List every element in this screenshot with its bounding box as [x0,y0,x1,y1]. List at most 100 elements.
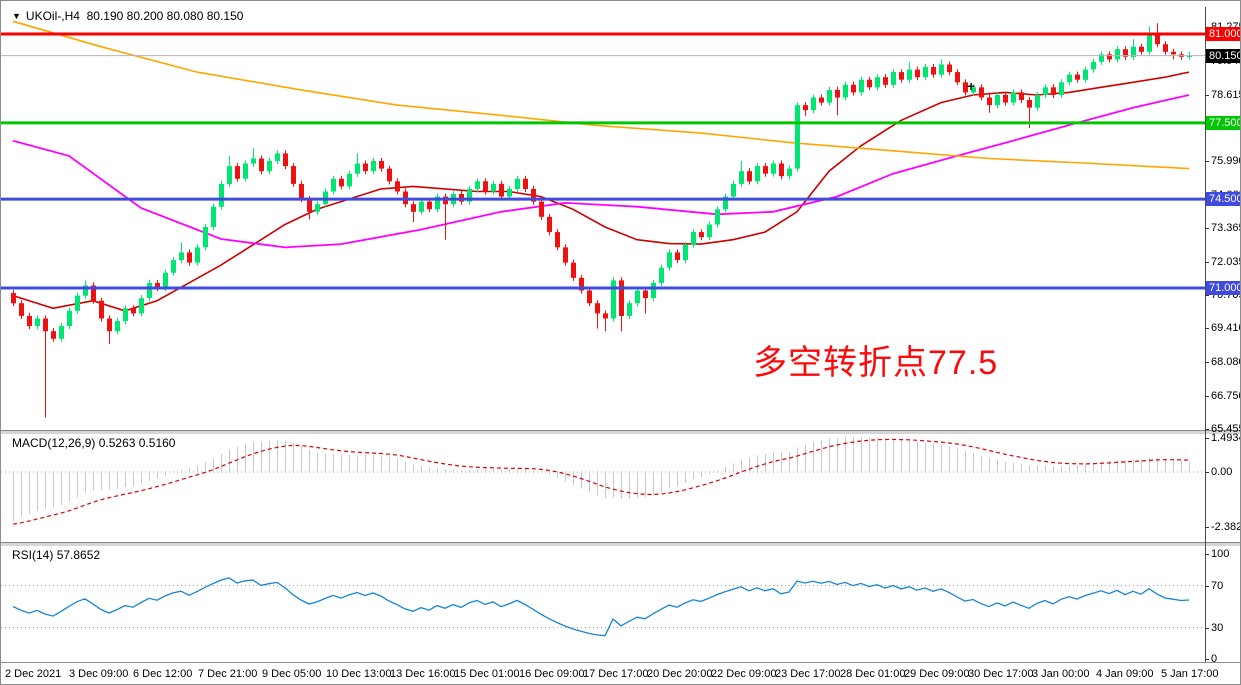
candle-body [339,178,344,187]
candle-body [1083,69,1088,80]
candle-body [123,308,128,321]
candle-body [675,252,680,260]
candle-body [811,97,816,111]
candle-body [875,77,880,88]
candle-body [507,188,512,197]
rsi-value: 57.8652 [56,548,101,562]
time-axis-label: 22 Dec 09:00 [711,668,777,680]
candle-body [627,303,632,316]
symbol-period-label: UKOil-,H4 [25,9,80,23]
time-axis[interactable]: 2 Dec 2021 3 Dec 09:00 6 Dec 12:00 7 Dec 21… [1,662,1240,684]
candle-body [211,206,216,227]
rsi-line [12,577,1190,637]
candle-body [587,290,592,304]
candle-body [667,252,672,268]
candle-body [243,163,248,179]
candle-body [1067,74,1072,83]
candle-body [851,84,856,93]
price-chart-canvas [1,20,1205,418]
candle-body [515,178,520,189]
candle-body [891,72,896,85]
candle-body [371,161,376,172]
candle-body [1147,34,1152,52]
time-axis-label: 10 Dec 13:00 [326,668,392,680]
pane-splitter-rsi[interactable] [1,542,1240,547]
candle-body [1011,92,1016,103]
candle-body [307,199,312,212]
candle-body [563,247,568,263]
macd-axis-label: -2.3824 [1211,521,1240,533]
candle-body [715,209,720,225]
candle-body [467,188,472,202]
price-axis-label: 73.365 [1211,222,1240,234]
price-line-label[interactable]: 71.000 [1206,281,1240,295]
candle-body [899,72,904,80]
candle-body [419,201,424,212]
candle-body [1155,34,1160,45]
candle-body [251,158,256,164]
plus-marker-icon[interactable]: + [967,78,976,94]
candle-body [1123,49,1128,57]
candle-body [355,163,360,174]
candle-body [643,290,648,299]
candle-body [483,181,488,192]
price-axis-label: 66.750 [1211,390,1240,402]
candle-body [651,282,656,299]
chevron-down-icon[interactable]: ▼ [12,11,21,21]
price-axis-label: 65.455 [1211,423,1240,435]
candle-body [979,87,984,98]
time-axis-label: 3 Jan 00:00 [1032,668,1090,680]
axis-tick [1205,228,1209,229]
candle-body [603,313,608,319]
candle-body [435,196,440,210]
annotation-text[interactable]: 多空转折点77.5 [753,344,999,382]
price-line-label[interactable]: 80.150 [1206,49,1240,63]
candle-body [827,89,832,103]
candle-body [611,280,616,319]
axis-tick [1205,362,1209,363]
candle-body [195,247,200,263]
candle-body [579,277,584,291]
candle-body [395,181,400,192]
pane-splitter-macd[interactable] [1,430,1240,435]
candle-body [267,161,272,172]
candle-body [59,326,64,339]
candle-body [779,163,784,177]
axis-tick [1205,586,1209,587]
candle-body [819,97,824,103]
candle-body [795,105,800,169]
candle-body [555,232,560,248]
macd-axis-label: 0.00 [1211,466,1233,478]
axis-tick [1205,554,1209,555]
candle-body [107,318,112,332]
candle-body [635,290,640,304]
candle-body [1027,100,1032,108]
price-line-label[interactable]: 81.000 [1206,27,1240,41]
price-line-label[interactable]: 77.500 [1206,116,1240,130]
candle-body [235,166,240,179]
axis-tick [1205,95,1209,96]
rsi-axis-label: 100 [1211,548,1230,560]
price-line-label[interactable]: 74.500 [1206,192,1240,206]
time-axis-label: 6 Dec 12:00 [133,668,193,680]
time-axis-label: 2 Dec 2021 [5,668,62,680]
candle-body [1035,95,1040,108]
price-axis-label: 72.035 [1211,256,1240,268]
candle-body [747,171,752,182]
candle-body [771,163,776,174]
candle-body [659,267,664,283]
macd-signal-line [12,438,1190,525]
candle-body [1051,87,1056,95]
macd-values: 0.5263 0.5160 [98,436,176,450]
candle-body [363,163,368,172]
axis-tick [1205,438,1209,439]
candle-body [571,262,576,278]
candle-body [491,183,496,192]
candle-body [723,196,728,210]
candle-body [955,72,960,83]
candle-body [523,178,528,189]
axis-tick [1205,328,1209,329]
candle-body [987,97,992,106]
candle-body [1139,46,1144,52]
candle-body [203,227,208,248]
